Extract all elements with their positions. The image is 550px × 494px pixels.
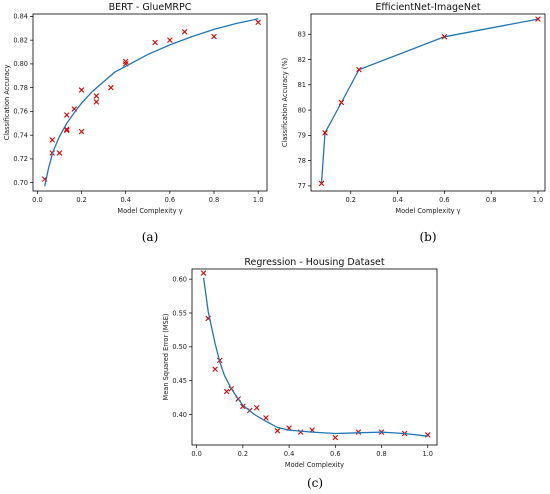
- chart-a-data-point: [211, 33, 217, 40]
- chart-b-panel-label: (b): [419, 230, 436, 244]
- chart-a-data-point: [78, 128, 85, 135]
- chart-a-ytick-label: 0.78: [13, 84, 28, 92]
- chart-panel-b: EfficientNet-ImageNet Model Complexity γ…: [281, 2, 546, 244]
- chart-a-ytick-label: 0.72: [13, 155, 28, 163]
- chart-a-data-point: [49, 137, 55, 143]
- chart-a-data-point: [123, 58, 129, 65]
- chart-a-data-point: [64, 127, 70, 134]
- chart-a-data-point: [255, 19, 261, 25]
- chart-c-xtick-label: 0.0: [191, 450, 202, 458]
- chart-a-data-point: [108, 85, 114, 91]
- chart-c-data-point: [200, 270, 207, 276]
- chart-c-data-point: [224, 388, 230, 395]
- chart-c-series-line: [202, 277, 428, 437]
- chart-a-data-point: [93, 93, 100, 99]
- chart-b-ytick-label: 77: [298, 182, 306, 190]
- chart-c-panel-label: (c): [307, 476, 323, 490]
- chart-c-xtick-label: 1.0: [423, 450, 434, 458]
- chart-a-plot-frame: [32, 13, 268, 192]
- chart-a-ytick-label: 0.80: [13, 60, 28, 68]
- chart-b-title: EfficientNet-ImageNet: [375, 2, 480, 13]
- chart-panel-a: BERT - GlueMRPC Model Complexity γ Class…: [3, 2, 268, 244]
- chart-b-ytick-label: 80: [298, 106, 306, 114]
- chart-a-xtick-label: 0.0: [32, 196, 43, 204]
- chart-a-ylabel: Classification Accuracy: [3, 64, 11, 140]
- chart-a-data-point: [56, 150, 63, 156]
- chart-b-data-point: [322, 130, 328, 136]
- chart-a-ytick-label: 0.74: [13, 131, 28, 139]
- chart-a-panel-label: (a): [142, 230, 159, 244]
- chart-b-ytick-label: 81: [298, 81, 306, 89]
- chart-c-ylabel: Mean Squared Error (MSE): [162, 314, 170, 401]
- chart-c-plot-frame: [191, 268, 438, 446]
- chart-a-data-point: [78, 87, 85, 93]
- chart-b-plot-frame: [310, 13, 546, 192]
- chart-c-xtick-label: 0.2: [238, 450, 249, 458]
- chart-c-title: Regression - Housing Dataset: [244, 257, 385, 268]
- chart-c-data-point: [254, 405, 260, 411]
- chart-b-xtick-label: 0.6: [439, 196, 450, 204]
- chart-a-data-point: [152, 39, 158, 46]
- chart-c-ytick-label: 0.55: [172, 309, 187, 317]
- chart-b-ytick-label: 79: [298, 132, 306, 140]
- chart-a-title: BERT - GlueMRPC: [109, 2, 192, 13]
- chart-a-xtick-label: 0.8: [209, 196, 220, 204]
- chart-c-ytick-label: 0.40: [172, 411, 187, 419]
- chart-b-ytick-label: 78: [298, 157, 306, 165]
- chart-b-ylabel: Classification Accuracy (%): [281, 58, 289, 147]
- chart-b-xtick-label: 0.4: [392, 196, 403, 204]
- chart-a-series-line: [44, 18, 259, 187]
- chart-a-xtick-label: 1.0: [253, 196, 264, 204]
- chart-a-data-point: [182, 29, 188, 35]
- chart-a-ytick-label: 0.84: [13, 13, 28, 21]
- chart-b-ytick-label: 83: [298, 31, 306, 39]
- chart-a-ytick-label: 0.76: [13, 108, 28, 116]
- chart-c-ytick-label: 0.45: [172, 377, 187, 385]
- chart-c-data-point: [263, 415, 269, 421]
- chart-b-xlabel: Model Complexity γ: [395, 207, 460, 215]
- chart-a-data-point: [64, 126, 70, 132]
- chart-panel-c: Regression - Housing Dataset Model Compl…: [162, 257, 438, 490]
- chart-a-data-point: [93, 99, 100, 105]
- chart-b-data-point: [338, 99, 345, 106]
- chart-b-data-point: [441, 34, 448, 40]
- chart-c-data-point: [332, 434, 338, 441]
- chart-c-xtick-label: 0.4: [284, 450, 295, 458]
- chart-b-xtick-label: 0.2: [346, 196, 357, 204]
- chart-c-xtick-label: 0.8: [376, 450, 387, 458]
- chart-c-data-point: [240, 403, 246, 410]
- chart-c-ytick-label: 0.60: [172, 275, 187, 283]
- chart-c-data-point: [212, 366, 218, 372]
- chart-a-xtick-label: 0.4: [120, 196, 131, 204]
- chart-b-xtick-label: 1.0: [533, 196, 544, 204]
- chart-a-data-point: [167, 37, 173, 43]
- chart-a-xlabel: Model Complexity γ: [117, 207, 182, 215]
- chart-c-data-point: [355, 429, 362, 435]
- chart-c-ytick-label: 0.50: [172, 343, 187, 351]
- chart-a-ytick-label: 0.82: [13, 36, 28, 44]
- chart-c-xtick-label: 0.6: [330, 450, 341, 458]
- chart-b-xtick-label: 0.8: [486, 196, 497, 204]
- chart-a-ytick-label: 0.70: [13, 179, 28, 187]
- chart-b-data-point: [535, 16, 541, 22]
- chart-b-data-point: [356, 66, 362, 73]
- chart-c-data-point: [274, 428, 281, 434]
- chart-b-series-line: [320, 18, 539, 184]
- chart-a-xtick-label: 0.2: [76, 196, 87, 204]
- chart-b-data-point: [318, 180, 325, 187]
- chart-a-data-point: [64, 112, 70, 118]
- chart-a-xtick-label: 0.6: [165, 196, 176, 204]
- chart-c-xlabel: Model Complexity: [285, 461, 344, 469]
- chart-b-ytick-label: 82: [298, 56, 306, 64]
